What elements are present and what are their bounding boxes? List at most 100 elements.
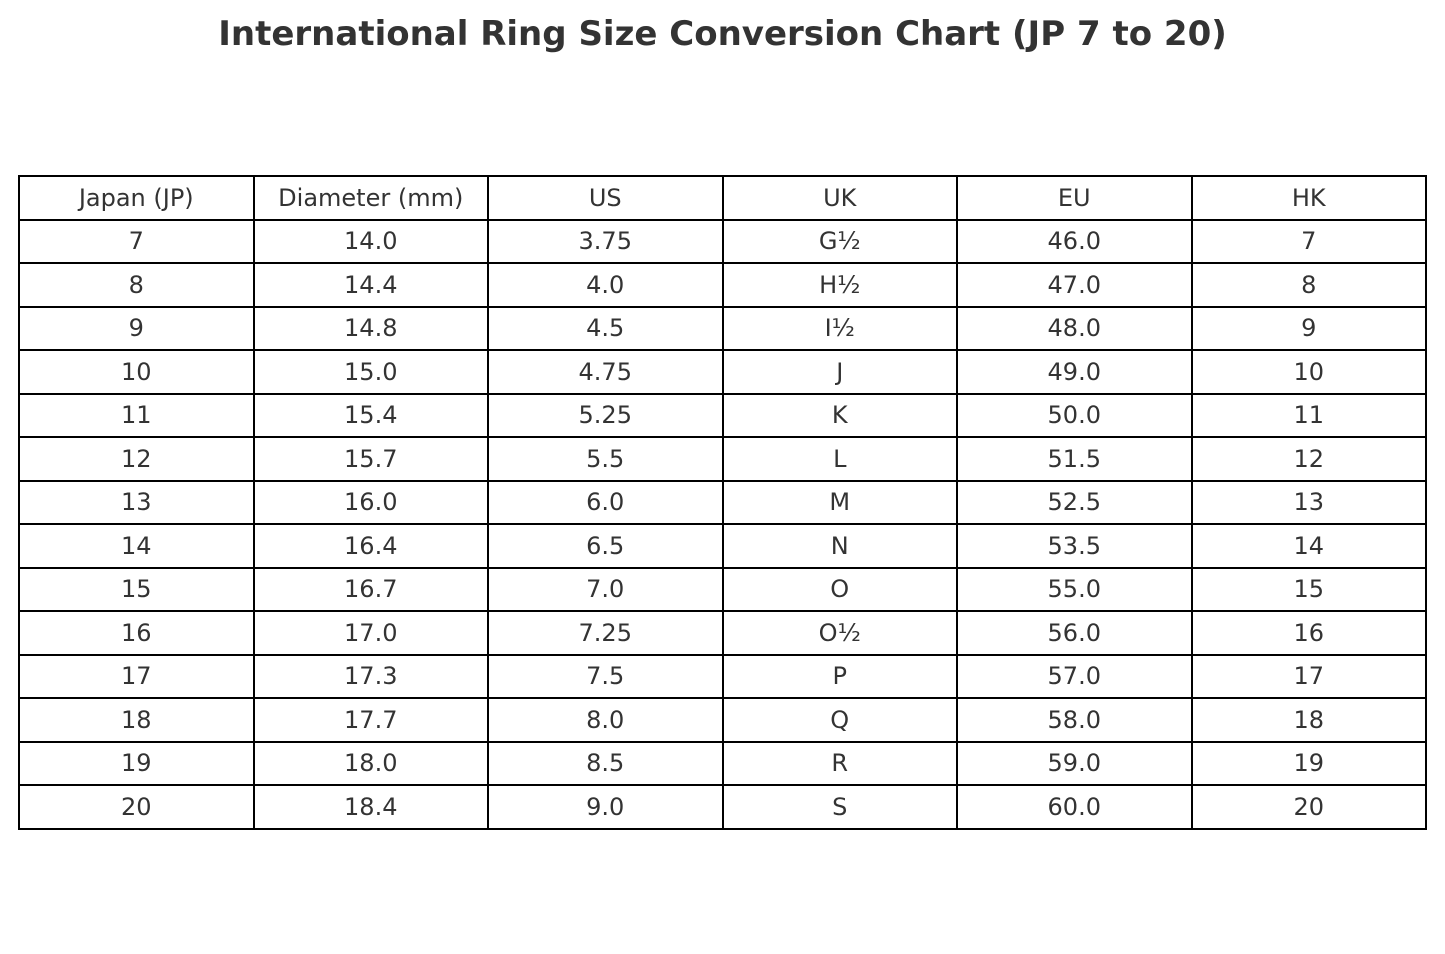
column-header-hk: HK (1190, 175, 1427, 221)
table-cell-japan-jp: 19 (18, 740, 255, 786)
table-row: 13 16.0 6.0 M 52.5 13 (18, 479, 1427, 525)
column-header-us: US (487, 175, 724, 221)
table-row: 10 15.0 4.75 J 49.0 10 (18, 349, 1427, 395)
table-cell-japan-jp: 17 (18, 653, 255, 699)
table-cell-japan-jp: 12 (18, 436, 255, 482)
table-row: 14 16.4 6.5 N 53.5 14 (18, 523, 1427, 569)
table-cell-japan-jp: 13 (18, 479, 255, 525)
table-cell-uk: L (721, 436, 958, 482)
table-cell-hk: 15 (1190, 566, 1427, 612)
table-body: 7 14.0 3.75 G½ 46.0 7 8 14.4 4.0 H½ 47.0 8 9 14.8 4.5 I… (18, 218, 1427, 830)
table-cell-eu: 52.5 (956, 479, 1193, 525)
table-cell-diameter-mm: 16.7 (252, 566, 489, 612)
table-cell-us: 6.5 (487, 523, 724, 569)
table-cell-diameter-mm: 15.0 (252, 349, 489, 395)
table-cell-us: 3.75 (487, 218, 724, 264)
table-header-row: Japan (JP) Diameter (mm) US UK EU HK (18, 175, 1427, 221)
table-cell-eu: 48.0 (956, 305, 1193, 351)
table-cell-hk: 13 (1190, 479, 1427, 525)
table-cell-eu: 59.0 (956, 740, 1193, 786)
table-cell-eu: 56.0 (956, 610, 1193, 656)
table-cell-uk: G½ (721, 218, 958, 264)
table-cell-japan-jp: 9 (18, 305, 255, 351)
table-cell-us: 7.5 (487, 653, 724, 699)
table-cell-hk: 19 (1190, 740, 1427, 786)
table-row: 11 15.4 5.25 K 50.0 11 (18, 392, 1427, 438)
table-cell-hk: 16 (1190, 610, 1427, 656)
table-cell-hk: 18 (1190, 697, 1427, 743)
table-cell-diameter-mm: 18.4 (252, 784, 489, 830)
chart-title: International Ring Size Conversion Chart… (218, 14, 1227, 54)
table-cell-uk: H½ (721, 262, 958, 308)
table-cell-uk: O (721, 566, 958, 612)
table-cell-diameter-mm: 14.0 (252, 218, 489, 264)
table-cell-japan-jp: 18 (18, 697, 255, 743)
column-header-uk: UK (721, 175, 958, 221)
column-header-diameter-mm: Diameter (mm) (252, 175, 489, 221)
table-row: 17 17.3 7.5 P 57.0 17 (18, 653, 1427, 699)
table-cell-us: 5.5 (487, 436, 724, 482)
table-cell-uk: S (721, 784, 958, 830)
table-cell-diameter-mm: 14.8 (252, 305, 489, 351)
table-cell-eu: 53.5 (956, 523, 1193, 569)
table-cell-diameter-mm: 16.0 (252, 479, 489, 525)
table-cell-us: 4.75 (487, 349, 724, 395)
table-cell-us: 4.0 (487, 262, 724, 308)
table-cell-uk: M (721, 479, 958, 525)
table-cell-uk: R (721, 740, 958, 786)
table-cell-eu: 49.0 (956, 349, 1193, 395)
table-cell-hk: 11 (1190, 392, 1427, 438)
table-cell-japan-jp: 11 (18, 392, 255, 438)
table-cell-uk: I½ (721, 305, 958, 351)
table-cell-us: 6.0 (487, 479, 724, 525)
table-cell-uk: N (721, 523, 958, 569)
table-cell-eu: 60.0 (956, 784, 1193, 830)
table-cell-uk: O½ (721, 610, 958, 656)
table-cell-diameter-mm: 15.4 (252, 392, 489, 438)
table-cell-us: 8.0 (487, 697, 724, 743)
table-cell-japan-jp: 10 (18, 349, 255, 395)
table-cell-us: 4.5 (487, 305, 724, 351)
ring-size-table: Japan (JP) Diameter (mm) US UK EU HK 7 14.0 3.7… (18, 175, 1427, 830)
table-row: 16 17.0 7.25 O½ 56.0 16 (18, 610, 1427, 656)
table-cell-diameter-mm: 16.4 (252, 523, 489, 569)
table-row: 8 14.4 4.0 H½ 47.0 8 (18, 262, 1427, 308)
table-cell-eu: 55.0 (956, 566, 1193, 612)
table-row: 18 17.7 8.0 Q 58.0 18 (18, 697, 1427, 743)
table-cell-hk: 8 (1190, 262, 1427, 308)
table-cell-hk: 14 (1190, 523, 1427, 569)
table-cell-eu: 47.0 (956, 262, 1193, 308)
table-cell-hk: 9 (1190, 305, 1427, 351)
table-cell-uk: P (721, 653, 958, 699)
table-row: 7 14.0 3.75 G½ 46.0 7 (18, 218, 1427, 264)
table-cell-diameter-mm: 18.0 (252, 740, 489, 786)
table-cell-hk: 20 (1190, 784, 1427, 830)
table-cell-eu: 50.0 (956, 392, 1193, 438)
table-row: 9 14.8 4.5 I½ 48.0 9 (18, 305, 1427, 351)
table-cell-us: 5.25 (487, 392, 724, 438)
table-row: 12 15.7 5.5 L 51.5 12 (18, 436, 1427, 482)
table-cell-eu: 51.5 (956, 436, 1193, 482)
table-cell-eu: 46.0 (956, 218, 1193, 264)
table-cell-us: 7.0 (487, 566, 724, 612)
column-header-eu: EU (956, 175, 1193, 221)
table-cell-japan-jp: 14 (18, 523, 255, 569)
table-cell-diameter-mm: 17.3 (252, 653, 489, 699)
table-cell-japan-jp: 16 (18, 610, 255, 656)
table-cell-diameter-mm: 14.4 (252, 262, 489, 308)
table-cell-hk: 12 (1190, 436, 1427, 482)
table-cell-us: 9.0 (487, 784, 724, 830)
table-cell-uk: Q (721, 697, 958, 743)
table-cell-japan-jp: 8 (18, 262, 255, 308)
table-cell-diameter-mm: 15.7 (252, 436, 489, 482)
table-row: 15 16.7 7.0 O 55.0 15 (18, 566, 1427, 612)
table-cell-hk: 17 (1190, 653, 1427, 699)
table-cell-japan-jp: 15 (18, 566, 255, 612)
table-cell-diameter-mm: 17.7 (252, 697, 489, 743)
table-cell-japan-jp: 7 (18, 218, 255, 264)
table-cell-us: 8.5 (487, 740, 724, 786)
column-header-japan-jp: Japan (JP) (18, 175, 255, 221)
table-cell-hk: 7 (1190, 218, 1427, 264)
table-cell-eu: 58.0 (956, 697, 1193, 743)
table-cell-us: 7.25 (487, 610, 724, 656)
